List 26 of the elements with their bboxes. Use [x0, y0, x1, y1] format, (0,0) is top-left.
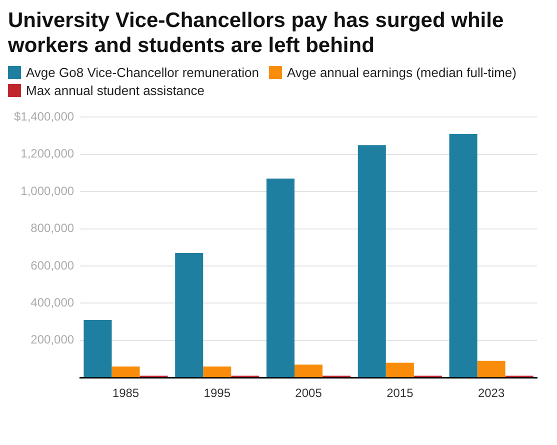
bar	[449, 134, 478, 378]
x-tick-label: 1985	[112, 386, 140, 400]
bar	[386, 362, 414, 378]
y-tick-label: $1,400,000	[14, 110, 74, 124]
bar	[84, 320, 112, 378]
bar	[175, 252, 204, 378]
y-tick-label: 800,000	[30, 221, 74, 236]
x-tick-label: 2005	[295, 386, 322, 400]
x-tick-label: 2023	[478, 386, 505, 400]
bar	[203, 366, 232, 378]
bar	[112, 366, 140, 378]
y-tick-label: 400,000	[30, 296, 74, 310]
legend-label: Avge Go8 Vice-Chancellor remuneration	[26, 65, 259, 80]
y-tick-label: 1,000,000	[20, 184, 74, 198]
bar	[266, 178, 295, 378]
bar	[294, 364, 323, 378]
y-tick-label: 200,000	[30, 332, 74, 347]
x-tick-label: 1995	[204, 386, 231, 400]
chart-title: University Vice-Chancellors pay has surged while workers and students are left behind	[8, 8, 505, 58]
y-tick-label: 600,000	[30, 258, 74, 272]
y-tick-label: 1,200,000	[20, 146, 74, 161]
bar	[358, 145, 386, 378]
legend-label: Avge annual earnings (median full-time)	[286, 65, 516, 80]
x-tick-label: 2015	[386, 386, 414, 400]
bar	[477, 360, 506, 378]
legend-label: Max annual student assistance	[26, 83, 204, 98]
